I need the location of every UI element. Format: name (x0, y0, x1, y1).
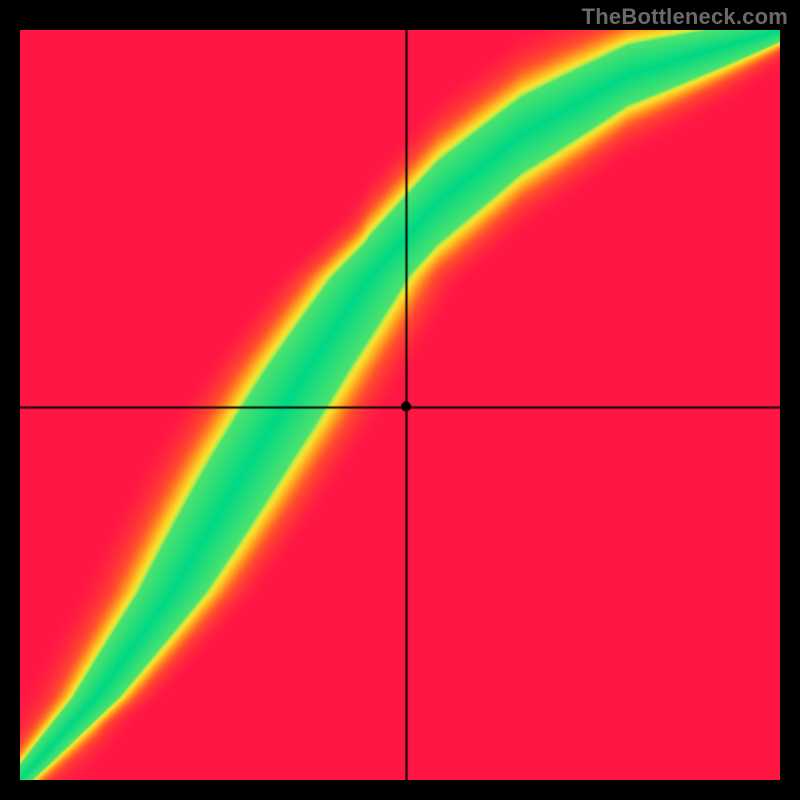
heatmap-canvas (20, 30, 780, 780)
watermark-text: TheBottleneck.com (582, 4, 788, 30)
chart-container: TheBottleneck.com (0, 0, 800, 800)
